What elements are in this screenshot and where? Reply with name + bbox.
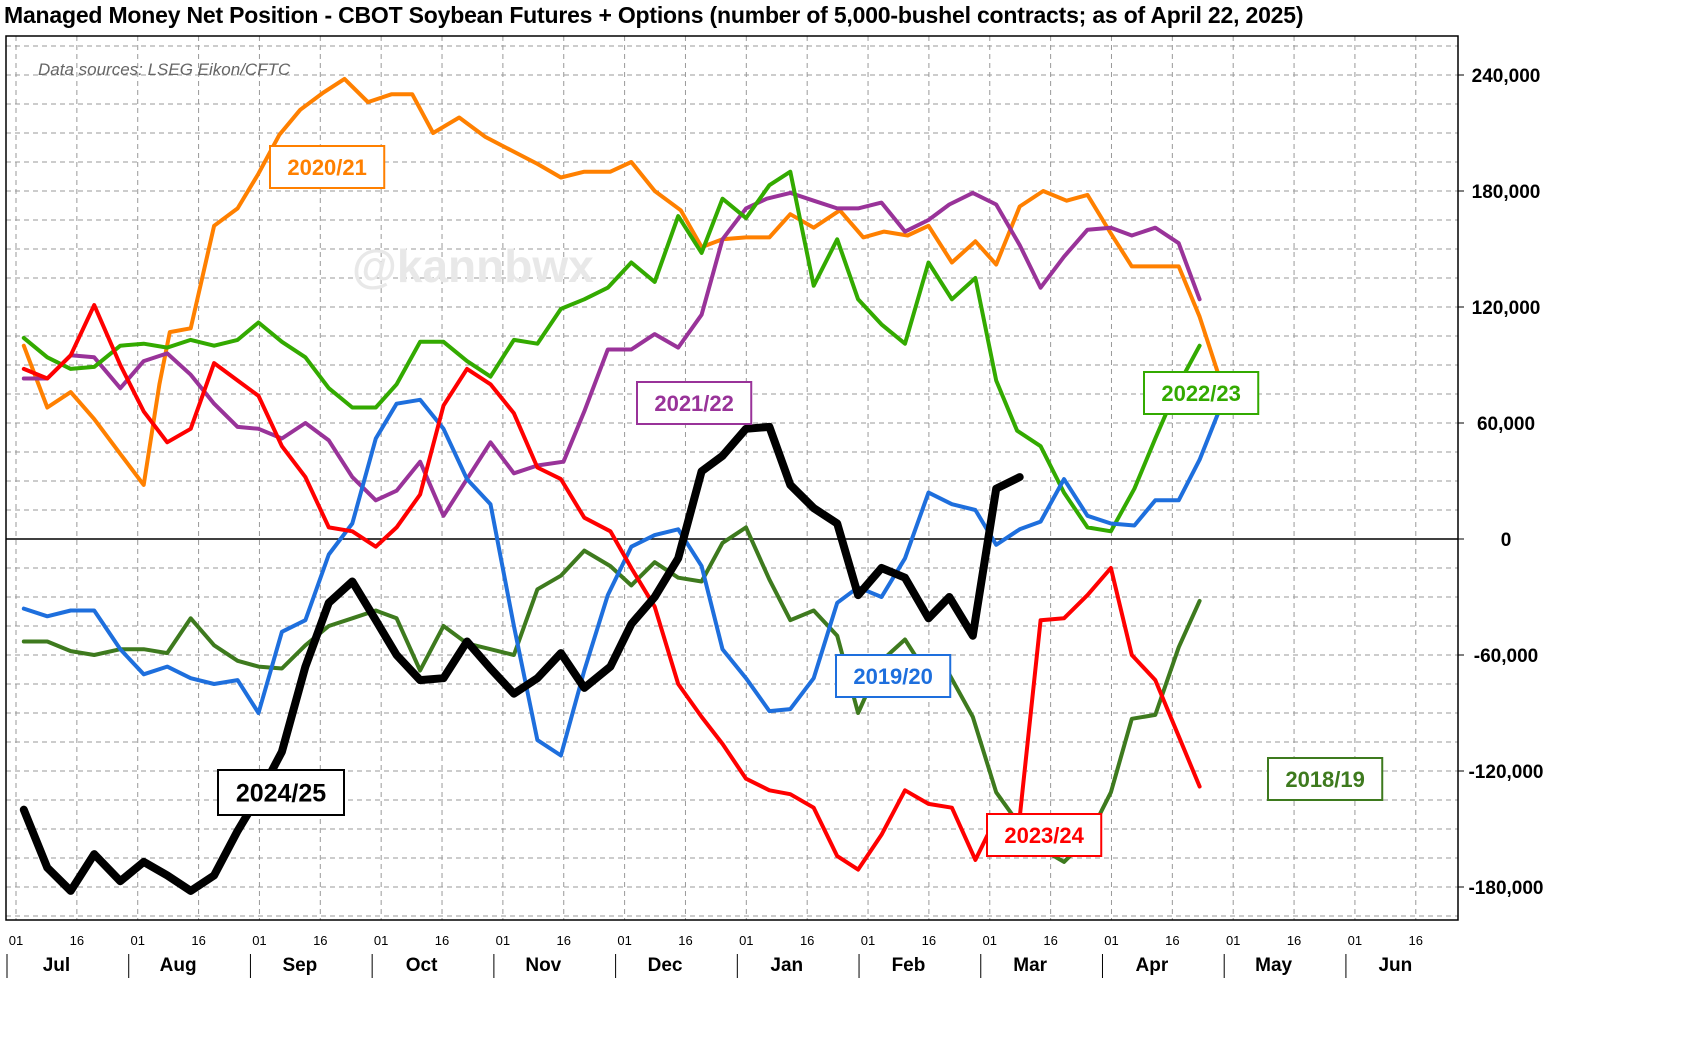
y-tick-label: -60,000 <box>1474 646 1538 667</box>
x-month-label: Nov <box>525 955 561 976</box>
x-day-tick-label: 01 <box>9 933 23 948</box>
x-day-tick-label: 01 <box>496 933 510 948</box>
axes: 240,000 180,000 120,000 60,000 0 -60,000 -120,… <box>6 66 1544 978</box>
series-line-2024-25 <box>19 422 1024 895</box>
x-day-tick-label: 01 <box>1226 933 1240 948</box>
x-month-label: Mar <box>1013 955 1047 976</box>
x-day-tick-label: 01 <box>861 933 875 948</box>
source-note: Data sources: LSEG Eikon/CFTC <box>38 60 291 79</box>
x-day-tick-label: 01 <box>617 933 631 948</box>
x-day-tick-label: 16 <box>1409 933 1423 948</box>
x-day-tick-label: 01 <box>983 933 997 948</box>
x-day-tick-label: 16 <box>1287 933 1301 948</box>
plot-frame <box>5 35 1459 921</box>
series-label: 2018/19 <box>1285 767 1365 792</box>
x-month-label: Jun <box>1378 955 1412 976</box>
x-month-label: May <box>1255 955 1292 976</box>
x-day-tick-label: 16 <box>922 933 936 948</box>
x-day-tick-label: 01 <box>1104 933 1118 948</box>
x-day-tick-label: 01 <box>130 933 144 948</box>
x-day-tick-label: 01 <box>252 933 266 948</box>
x-day-tick-label: 01 <box>374 933 388 948</box>
series-label-box <box>986 813 1103 857</box>
x-day-tick-label: 16 <box>800 933 814 948</box>
series-label-box <box>835 654 952 698</box>
x-day-tick-label: 01 <box>739 933 753 948</box>
series-line-2021-22 <box>21 190 1202 518</box>
x-day-tick-label: 16 <box>678 933 692 948</box>
y-tick-label: 120,000 <box>1472 298 1541 319</box>
series-label: 2020/21 <box>287 155 367 180</box>
y-tick-label: 60,000 <box>1477 414 1535 435</box>
x-day-tick-label: 01 <box>1348 933 1362 948</box>
series-line-2022-23 <box>21 169 1202 534</box>
x-day-tick-label: 16 <box>435 933 449 948</box>
series-label: 2019/20 <box>853 664 933 689</box>
y-tick-label: 180,000 <box>1472 182 1541 203</box>
y-tick-label: 0 <box>1501 530 1512 551</box>
gridlines <box>6 36 1458 920</box>
x-month-label: Oct <box>406 955 438 976</box>
x-month-label: Jul <box>43 955 70 976</box>
x-day-tick-label: 16 <box>70 933 84 948</box>
series-label: 2022/23 <box>1161 381 1241 406</box>
chart-title: Managed Money Net Position - CBOT Soybea… <box>4 2 1304 28</box>
series-label: 2024/25 <box>236 780 326 808</box>
series-label-box <box>217 769 345 816</box>
x-month-label: Jan <box>770 955 803 976</box>
x-month-label: Feb <box>892 955 926 976</box>
x-day-tick-label: 16 <box>557 933 571 948</box>
x-day-tick-label: 16 <box>1043 933 1057 948</box>
x-day-tick-label: 16 <box>313 933 327 948</box>
x-month-label: Sep <box>282 955 317 976</box>
series-line-2020-21 <box>21 76 1249 487</box>
x-month-label: Dec <box>648 955 683 976</box>
watermark: @kannbwx <box>352 240 594 292</box>
x-day-tick-label: 16 <box>191 933 205 948</box>
y-tick-label: -120,000 <box>1468 762 1543 783</box>
y-tick-label: -180,000 <box>1468 878 1543 899</box>
series-label-box <box>636 381 753 425</box>
series-labels: 2020/21 2021/22 2022/23 2018/19 2019/20 2023/… <box>217 145 1384 857</box>
series-line-2018-19 <box>21 525 1202 864</box>
series-label: 2021/22 <box>654 391 734 416</box>
series-label: 2023/24 <box>1004 823 1084 848</box>
series-line-2019-20 <box>21 397 1223 758</box>
x-month-label: Apr <box>1136 955 1169 976</box>
series-label-box <box>1267 757 1384 801</box>
series-label-box <box>269 145 386 189</box>
y-tick-label: 240,000 <box>1472 66 1541 87</box>
x-month-label: Aug <box>160 955 197 976</box>
series-label-box <box>1143 371 1260 415</box>
x-day-tick-label: 16 <box>1165 933 1179 948</box>
